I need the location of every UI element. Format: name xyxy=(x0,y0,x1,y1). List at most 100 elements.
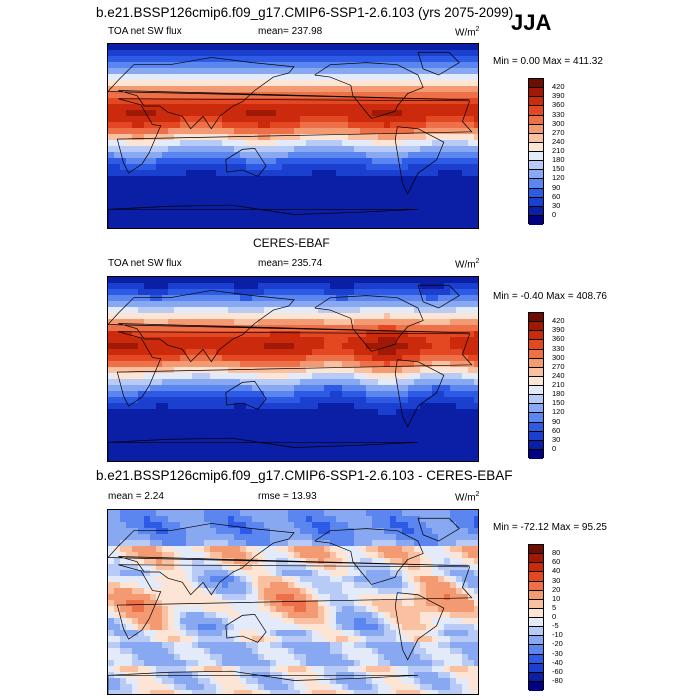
map-cell xyxy=(186,295,193,302)
map-cell xyxy=(366,337,373,344)
map-cell xyxy=(384,558,391,565)
map-cell xyxy=(156,289,163,296)
map-cell xyxy=(348,373,355,380)
map-cell xyxy=(330,361,337,368)
map-cell xyxy=(252,116,259,123)
map-cell xyxy=(426,582,433,589)
map-cell xyxy=(138,570,145,577)
map-cell xyxy=(402,50,409,57)
map-cell xyxy=(378,582,385,589)
map-cell xyxy=(132,361,139,368)
colorbar-swatch xyxy=(529,431,543,441)
map-cell xyxy=(222,152,229,159)
map-cell xyxy=(426,391,433,398)
map-cell xyxy=(366,158,373,165)
map-cell xyxy=(450,212,457,219)
map-cell xyxy=(342,373,349,380)
map-cell xyxy=(300,349,307,356)
map-cell xyxy=(126,44,133,51)
map-cell xyxy=(330,325,337,332)
map-cell xyxy=(150,367,157,374)
map-cell xyxy=(144,552,151,559)
map-cell xyxy=(402,194,409,201)
map-cell xyxy=(258,343,265,350)
map-cell xyxy=(306,546,313,553)
map-cell xyxy=(132,277,139,284)
map-cell xyxy=(462,104,469,111)
map-cell xyxy=(318,319,325,326)
map-cell xyxy=(276,110,283,117)
map-cell xyxy=(444,158,451,165)
map-cell xyxy=(294,409,301,416)
map-cell xyxy=(228,355,235,362)
map-cell xyxy=(240,110,247,117)
map-cell xyxy=(252,194,259,201)
map-cell xyxy=(144,313,151,320)
map-cell xyxy=(414,606,421,613)
map-cell xyxy=(108,289,115,296)
map-cell xyxy=(474,301,478,308)
map-cell xyxy=(168,176,175,183)
map-cell xyxy=(312,415,319,422)
map-cell xyxy=(450,206,457,213)
map-cell xyxy=(264,146,271,153)
map-cell xyxy=(300,301,307,308)
map-cell xyxy=(324,367,331,374)
map-cell xyxy=(228,164,235,171)
map-cell xyxy=(144,319,151,326)
map-cell xyxy=(210,409,217,416)
map-cell xyxy=(240,200,247,207)
map-cell xyxy=(126,128,133,135)
map-cell xyxy=(474,140,478,147)
map-cell xyxy=(150,158,157,165)
map-cell xyxy=(312,62,319,69)
map-cell xyxy=(312,176,319,183)
map-cell xyxy=(126,295,133,302)
map-cell xyxy=(138,594,145,601)
map-cell xyxy=(138,337,145,344)
map-cell xyxy=(126,349,133,356)
map-cell xyxy=(258,337,265,344)
map-cell xyxy=(354,146,361,153)
map-cell xyxy=(450,552,457,559)
map-cell xyxy=(474,367,478,374)
map-cell xyxy=(462,188,469,195)
map-cell xyxy=(168,182,175,189)
map-cell xyxy=(114,182,121,189)
map-cell xyxy=(150,409,157,416)
map-cell xyxy=(198,170,205,177)
map-cell xyxy=(132,212,139,219)
map-cell xyxy=(366,451,373,458)
map-cell xyxy=(414,546,421,553)
map-cell xyxy=(300,606,307,613)
map-cell xyxy=(300,600,307,607)
map-cell xyxy=(372,451,379,458)
map-cell xyxy=(294,528,301,535)
map-cell xyxy=(312,134,319,141)
map-cell xyxy=(462,516,469,523)
map-cell xyxy=(324,176,331,183)
map-cell xyxy=(270,528,277,535)
map-cell xyxy=(336,534,343,541)
map-cell xyxy=(450,349,457,356)
map-cell xyxy=(246,74,253,81)
map-cell xyxy=(414,510,421,517)
map-cell xyxy=(414,415,421,422)
map-cell xyxy=(192,74,199,81)
map-cell xyxy=(216,582,223,589)
map-cell xyxy=(324,295,331,302)
map-cell xyxy=(240,313,247,320)
map-cell xyxy=(318,104,325,111)
map-cell xyxy=(216,522,223,529)
map-cell xyxy=(288,606,295,613)
colorbar-tick-label: 90 xyxy=(552,182,561,192)
map-cell xyxy=(456,86,463,93)
map-cell xyxy=(108,337,115,344)
map-cell xyxy=(390,510,397,517)
map-cell xyxy=(228,331,235,338)
map-cell xyxy=(456,528,463,535)
map-cell xyxy=(444,289,451,296)
map-cell xyxy=(126,576,133,583)
map-cell xyxy=(402,116,409,123)
map-cell xyxy=(462,128,469,135)
